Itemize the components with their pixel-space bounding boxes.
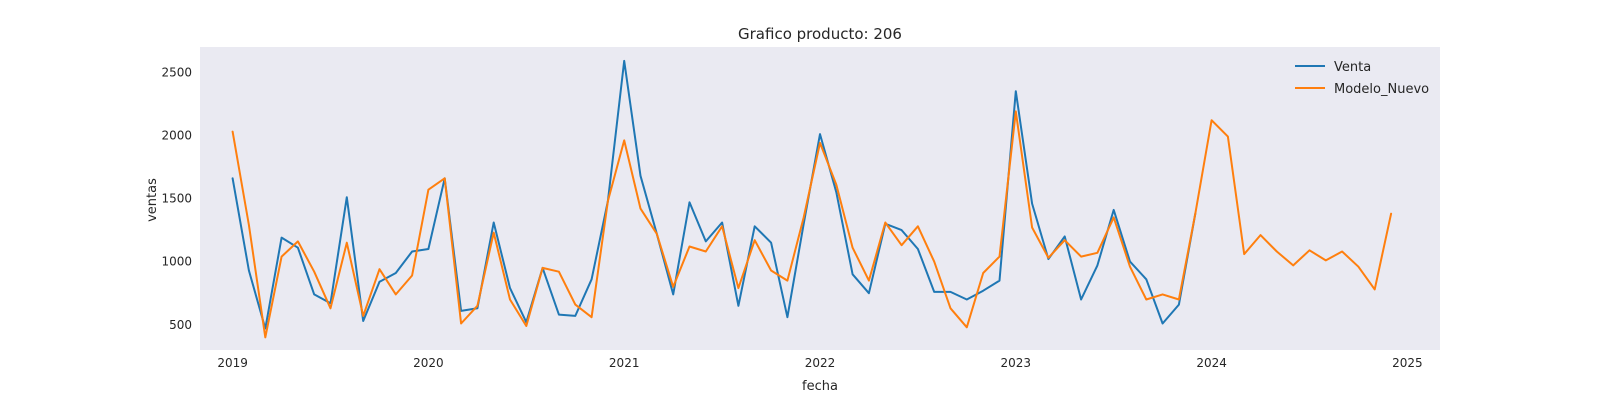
- series-line-venta: [231, 59, 1197, 330]
- x-tick-label: 2021: [609, 356, 640, 370]
- x-tick-label: 2020: [413, 356, 444, 370]
- x-tick-label: 2022: [805, 356, 836, 370]
- legend-label-modelo-nuevo: Modelo_Nuevo: [1334, 82, 1429, 97]
- series-layer: [231, 59, 1393, 339]
- x-axis-label: fecha: [802, 379, 838, 394]
- y-axis-label: ventas: [145, 178, 160, 222]
- legend: Venta Modelo_Nuevo: [1295, 60, 1429, 97]
- y-tick-label: 1000: [161, 255, 192, 269]
- y-tick-label: 2500: [161, 65, 192, 79]
- y-ticks: 500 1000 1500 2000 2500: [161, 65, 192, 332]
- chart-title: Grafico producto: 206: [738, 25, 902, 43]
- x-tick-label: 2025: [1392, 356, 1423, 370]
- y-tick-label: 1500: [161, 192, 192, 206]
- x-ticks: 2019 2020 2021 2022 2023 2024 2025: [217, 356, 1422, 370]
- series-line-modelo-nuevo: [231, 110, 1393, 339]
- x-tick-label: 2019: [217, 356, 248, 370]
- x-tick-label: 2024: [1196, 356, 1227, 370]
- y-tick-label: 500: [169, 318, 192, 332]
- plot-area: [200, 47, 1440, 350]
- legend-label-venta: Venta: [1334, 60, 1371, 75]
- x-tick-label: 2023: [1001, 356, 1032, 370]
- y-tick-label: 2000: [161, 128, 192, 142]
